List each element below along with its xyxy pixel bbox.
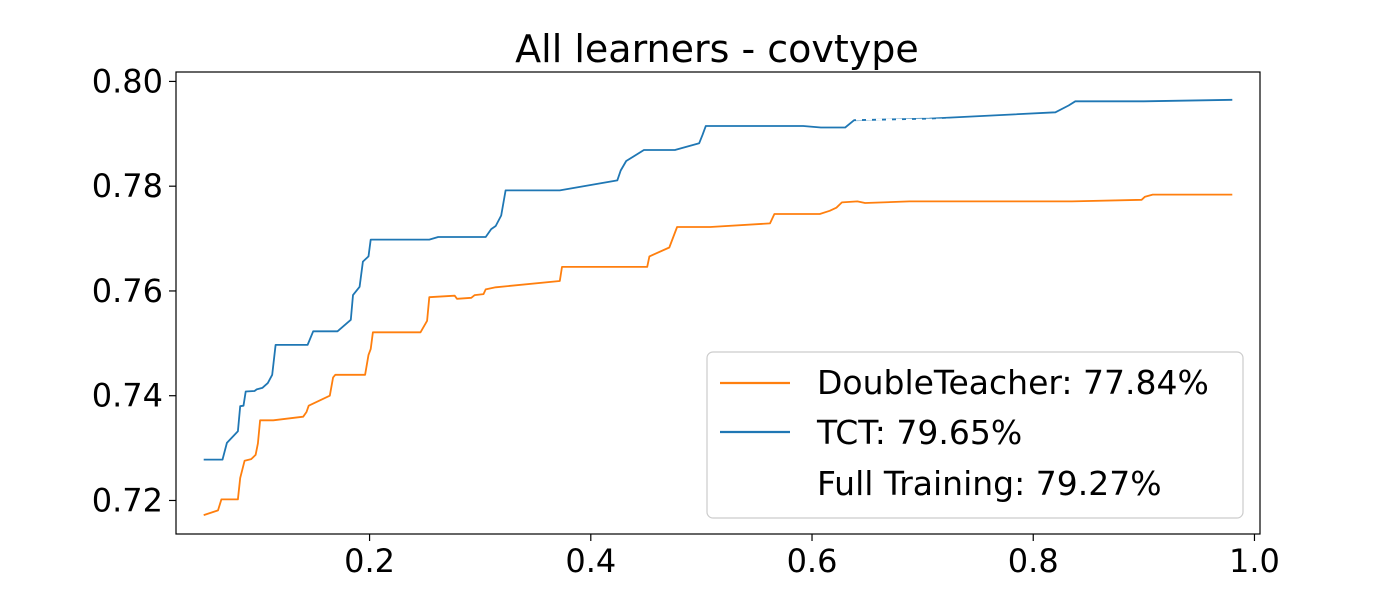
x-tick-label: 0.2 <box>344 542 395 580</box>
y-tick-label: 0.80 <box>92 62 163 100</box>
series-line-tct <box>203 98 1233 461</box>
plot-area-frame <box>175 71 1261 535</box>
y-tick-label: 0.72 <box>92 481 163 519</box>
legend-label-doubleteacher: DoubleTeacher: 77.84% <box>817 363 1209 402</box>
x-tick-label: 1.0 <box>1229 542 1280 580</box>
series-layer <box>176 98 1260 516</box>
legend: DoubleTeacher: 77.84% TCT: 79.65% Full T… <box>706 351 1244 519</box>
y-tick-label: 0.78 <box>92 167 163 205</box>
legend-label-tct: TCT: 79.65% <box>816 413 1022 452</box>
x-axis-ticks: 0.2 0.4 0.6 0.8 1.0 <box>344 534 1280 580</box>
chart-title: All learners - covtype <box>515 27 919 71</box>
legend-box <box>706 351 1244 519</box>
x-tick-label: 0.8 <box>1008 542 1059 580</box>
series-line-doubleteacher <box>203 193 1233 516</box>
y-tick-label: 0.76 <box>92 272 163 310</box>
y-axis-ticks: 0.72 0.74 0.76 0.78 0.80 <box>92 62 176 519</box>
x-tick-label: 0.6 <box>787 542 838 580</box>
legend-label-full-training: Full Training: 79.27% <box>817 464 1162 503</box>
y-tick-label: 0.74 <box>92 377 163 415</box>
x-tick-label: 0.4 <box>565 542 616 580</box>
